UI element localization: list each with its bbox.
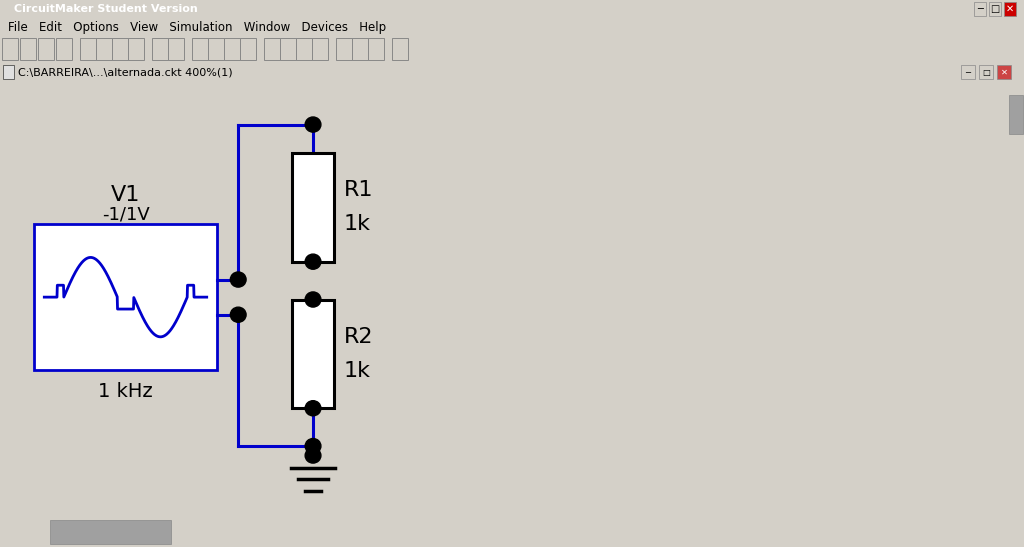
Text: □: □ [990, 4, 999, 14]
Circle shape [305, 448, 321, 463]
Bar [352, 38, 368, 60]
Bar [368, 38, 384, 60]
Text: ─: ─ [977, 4, 983, 14]
Bar [997, 65, 1011, 79]
Circle shape [230, 272, 246, 287]
Bar [974, 2, 986, 16]
Text: 1 kHz: 1 kHz [98, 382, 153, 401]
Bar [168, 38, 184, 60]
Text: 1k: 1k [343, 214, 371, 234]
Bar [336, 38, 352, 60]
Text: ✕: ✕ [1006, 4, 1014, 14]
Bar [152, 38, 168, 60]
Bar [128, 38, 144, 60]
Circle shape [305, 254, 321, 269]
Bar [961, 65, 975, 79]
Bar [979, 65, 993, 79]
Bar [224, 38, 240, 60]
Text: R2: R2 [343, 327, 373, 347]
Bar [392, 38, 408, 60]
Bar [38, 38, 54, 60]
Bar [1009, 95, 1023, 134]
Bar [989, 2, 1001, 16]
Bar [1004, 2, 1016, 16]
Text: File   Edit   Options   View   Simulation   Window   Devices   Help: File Edit Options View Simulation Window… [8, 20, 386, 33]
Bar [193, 38, 208, 60]
Bar [96, 38, 112, 60]
Text: -1/1V: -1/1V [101, 205, 150, 223]
Circle shape [305, 117, 321, 132]
Circle shape [305, 401, 321, 416]
Circle shape [305, 439, 321, 453]
Text: C:\BARREIRA\...\alternada.ckt 400%(1): C:\BARREIRA\...\alternada.ckt 400%(1) [18, 67, 232, 77]
Text: CircuitMaker Student Version: CircuitMaker Student Version [14, 4, 198, 14]
Text: ─: ─ [966, 67, 971, 77]
Bar [56, 38, 72, 60]
Bar [35, 224, 216, 370]
Bar [293, 300, 334, 408]
Text: □: □ [982, 67, 990, 77]
Bar [2, 38, 18, 60]
Bar [3, 65, 14, 79]
Circle shape [305, 292, 321, 307]
Bar [112, 38, 128, 60]
Bar [280, 38, 296, 60]
Bar [293, 153, 334, 261]
Bar [50, 520, 171, 544]
Text: ✕: ✕ [1000, 67, 1008, 77]
Bar [296, 38, 312, 60]
Circle shape [230, 307, 246, 322]
Bar [208, 38, 224, 60]
Bar [80, 38, 96, 60]
Bar [312, 38, 328, 60]
Bar [264, 38, 280, 60]
Bar [240, 38, 256, 60]
Text: R1: R1 [343, 181, 373, 200]
Text: V1: V1 [111, 185, 140, 206]
Text: 1k: 1k [343, 361, 371, 381]
Bar [20, 38, 36, 60]
